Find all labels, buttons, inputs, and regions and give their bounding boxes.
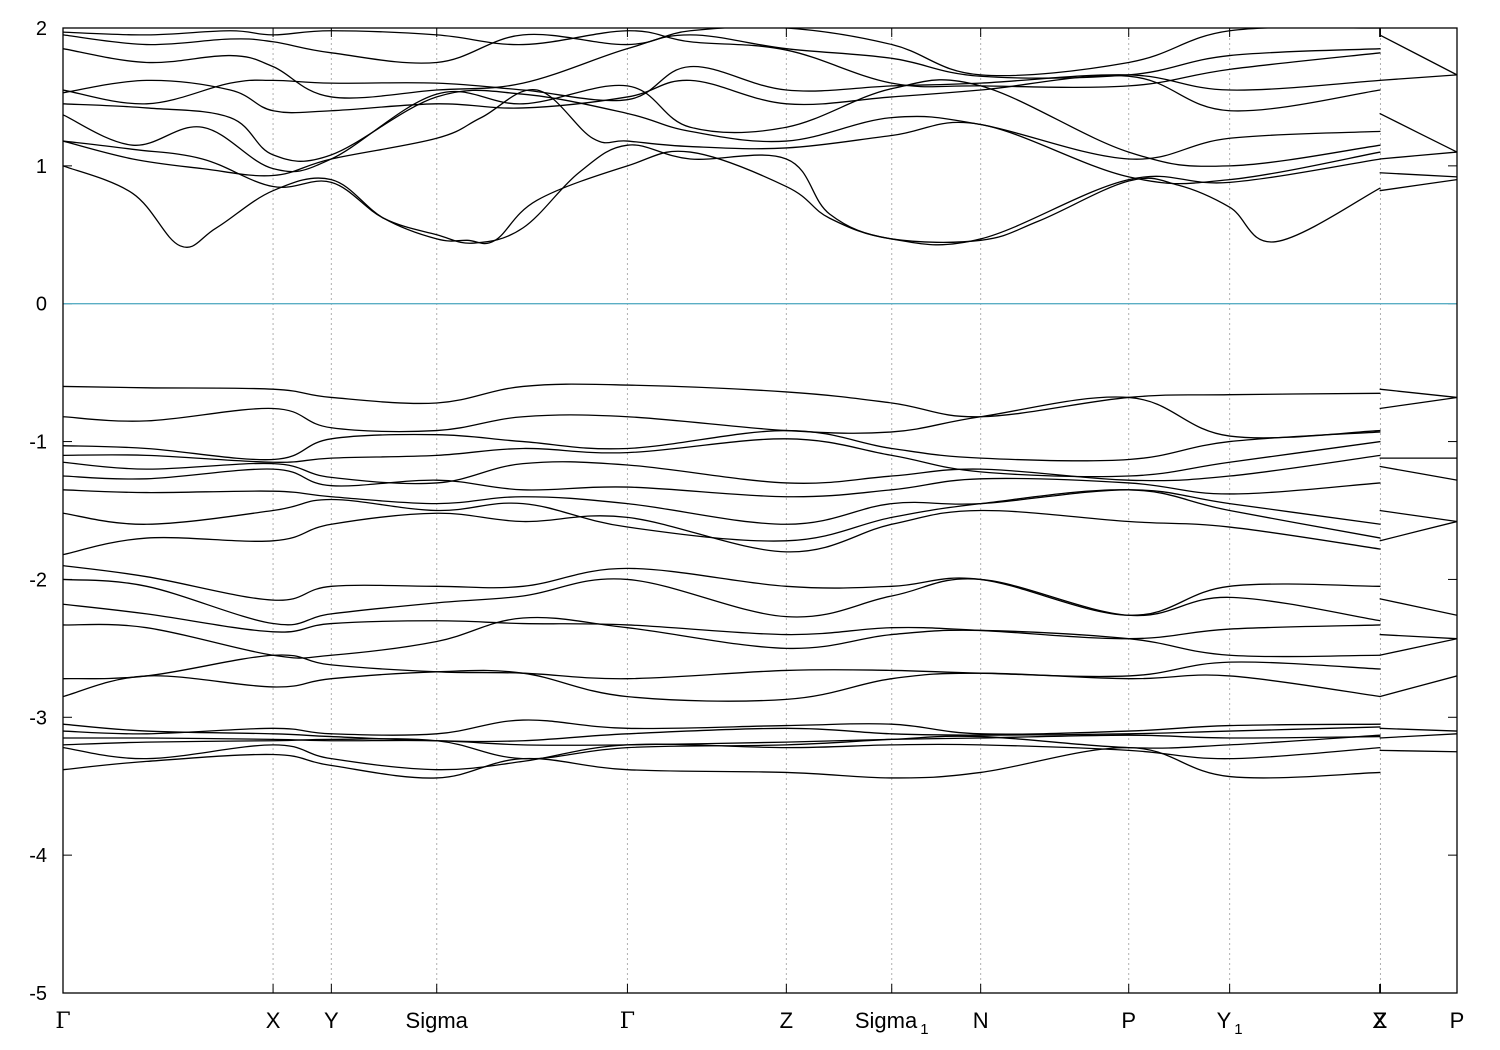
band-line xyxy=(63,396,1381,439)
kpoint-label: P xyxy=(1121,1008,1136,1033)
band-line xyxy=(1379,396,1457,410)
band-line xyxy=(63,509,1381,556)
band-line xyxy=(1379,598,1457,616)
band-line xyxy=(1379,151,1457,160)
y-tick-label: -5 xyxy=(29,983,47,1005)
band-line xyxy=(63,454,1381,485)
band-line xyxy=(63,723,1381,743)
y-tick-label: 2 xyxy=(36,18,47,40)
band-line xyxy=(63,79,1381,173)
band-line xyxy=(63,578,1381,626)
kpoint-labels: Γ X Y Sigma Γ Z Sigma 1 N P Y 1 ZX P xyxy=(55,1008,1464,1038)
y-tick-label: -4 xyxy=(29,845,47,867)
band-line xyxy=(63,616,1381,659)
kpoint-label: X xyxy=(1372,1008,1387,1033)
band-line xyxy=(1379,727,1457,732)
kpoint-ticks xyxy=(62,28,1458,993)
kpoint-grid-lines xyxy=(272,28,1381,993)
band-line xyxy=(1379,74,1457,82)
band-line xyxy=(1379,520,1457,542)
kpoint-label: Γ xyxy=(620,1009,635,1034)
kpoint-label: Z xyxy=(780,1008,793,1033)
band-line xyxy=(63,746,1381,779)
kpoint-label: P xyxy=(1450,1008,1465,1033)
kpoint-label: Sigma xyxy=(406,1008,469,1033)
band-line xyxy=(63,654,1381,680)
band-line xyxy=(1379,638,1457,656)
kpoint-label: Z xyxy=(1374,1008,1387,1033)
y-tick-label: 0 xyxy=(36,294,47,316)
band-line xyxy=(63,603,1381,640)
band-line xyxy=(63,489,1381,525)
y-tick-label: -2 xyxy=(29,569,47,591)
kpoint-label: Γ xyxy=(55,1009,70,1034)
band-line xyxy=(63,438,1381,478)
kpoint-label: Sigma 1 xyxy=(855,1008,929,1038)
kpoint-label: N xyxy=(973,1008,989,1033)
y-tick-label: -3 xyxy=(29,707,47,729)
band-line xyxy=(1379,509,1457,523)
band-line xyxy=(63,28,1381,77)
band-line xyxy=(1379,172,1457,178)
band-line xyxy=(63,383,1381,418)
band-line xyxy=(63,75,1381,114)
band-line xyxy=(63,140,1381,246)
band-line xyxy=(63,30,1381,88)
kpoint-label: X xyxy=(266,1008,281,1033)
band-line xyxy=(63,89,1381,185)
band-line xyxy=(63,89,1381,162)
y-tick-labels: 2 1 0 -1 -2 -3 -4 -5 xyxy=(29,18,47,1005)
band-line xyxy=(1379,388,1457,399)
band-line xyxy=(63,564,1381,616)
y-tick-label: 1 xyxy=(36,156,47,178)
band-line xyxy=(63,489,1381,542)
band-line xyxy=(1379,178,1457,192)
band-line xyxy=(63,468,1381,498)
band-line xyxy=(63,743,1381,771)
y-tick-label: -1 xyxy=(29,432,47,454)
band-line xyxy=(63,719,1381,736)
band-line xyxy=(1379,749,1457,753)
band-line xyxy=(1379,465,1457,481)
band-line xyxy=(1379,34,1457,76)
band-line xyxy=(1379,112,1457,153)
band-line xyxy=(63,669,1381,702)
band-line xyxy=(1379,675,1457,698)
band-line xyxy=(63,65,1381,105)
plot-frame xyxy=(62,27,1458,994)
kpoint-label: Y xyxy=(324,1008,339,1033)
band-lines xyxy=(63,28,1457,779)
band-line xyxy=(1379,633,1457,640)
band-line xyxy=(63,150,1381,248)
band-line xyxy=(63,429,1381,462)
band-line xyxy=(1379,733,1457,739)
